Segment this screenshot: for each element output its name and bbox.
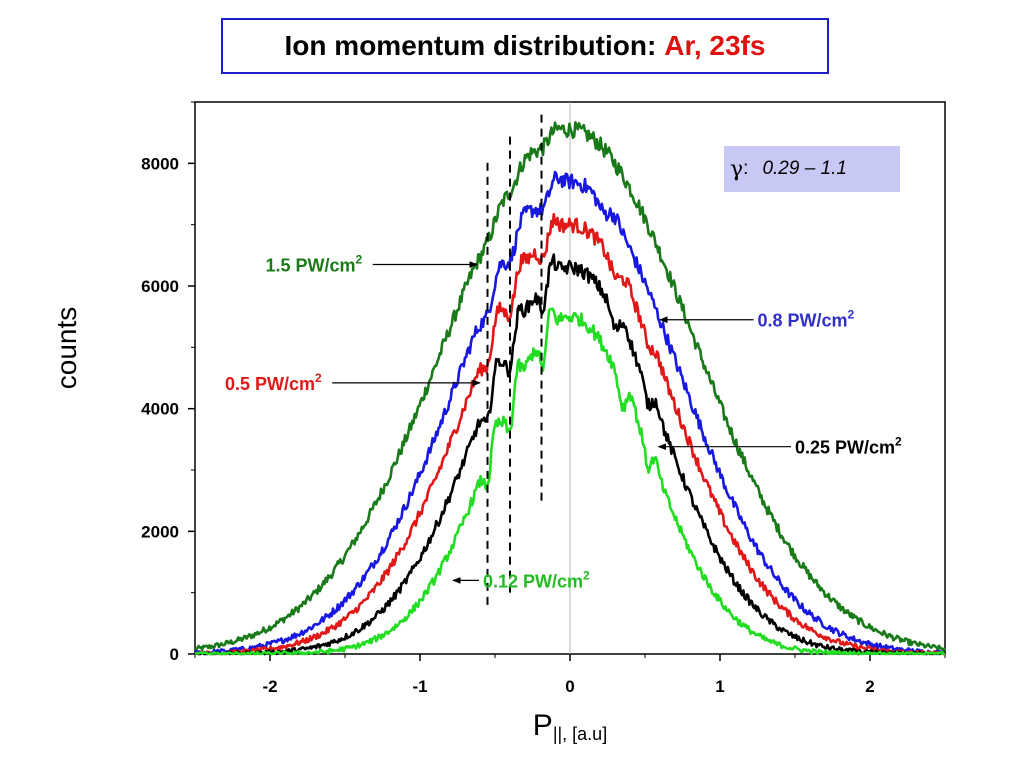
- series-line-3: [194, 253, 947, 656]
- annotation-label: 0.25 PW/cm2: [795, 435, 902, 458]
- annotation-superscript: 2: [895, 435, 902, 449]
- series-line-1: [194, 170, 946, 656]
- plot-area: -2 -1 0 1 2 0 2000 4000 6000 8000 P||, [a.u] counts…: [51, 101, 947, 744]
- y-tick-label: 8000: [141, 154, 179, 173]
- x-axis-title-sub: ||, [a.u]: [553, 724, 607, 744]
- annotation-text: 0.12 PW/cm: [483, 571, 583, 591]
- series-line-0: [193, 121, 947, 652]
- annotation-superscript: 2: [315, 371, 322, 385]
- annotation-label: 1.5 PW/cm2: [266, 253, 363, 276]
- x-axis-title-main: P: [533, 709, 553, 742]
- x-tick-label: 2: [865, 677, 874, 696]
- annotation-text: 0.25 PW/cm: [795, 438, 895, 458]
- gamma-symbol: γ: [730, 156, 744, 182]
- y-tick-label: 6000: [141, 277, 179, 296]
- series-line-2: [194, 212, 946, 656]
- y-tick-label: 4000: [141, 400, 179, 419]
- annotation-text: 0.5 PW/cm: [225, 374, 315, 394]
- annotation-label: 0.12 PW/cm2: [483, 568, 590, 591]
- x-tick-label: 1: [715, 677, 724, 696]
- chart-title-box: Ion momentum distribution: Ar, 23fs: [221, 18, 829, 74]
- series-line-4: [194, 307, 946, 656]
- x-tick-label: -1: [412, 677, 427, 696]
- annotation-superscript: 2: [356, 253, 363, 267]
- x-axis-title: P||, [a.u]: [533, 709, 607, 744]
- annotation-label: 0.5 PW/cm2: [225, 371, 322, 394]
- x-tick-label: -2: [262, 677, 277, 696]
- chart-title-highlight: Ar, 23fs: [664, 30, 766, 61]
- annotation-text: 0.8 PW/cm: [758, 311, 848, 331]
- annotation-label: 0.8 PW/cm2: [758, 308, 855, 331]
- gamma-separator: :: [743, 158, 749, 179]
- annotation-superscript: 2: [848, 308, 855, 322]
- chart-title-main: Ion momentum distribution:: [284, 30, 657, 61]
- y-axis-title: counts: [51, 307, 82, 390]
- gamma-range: 0.29 – 1.1: [762, 158, 847, 179]
- annotation-superscript: 2: [583, 568, 590, 582]
- gamma-range-box: γ : 0.29 – 1.1: [724, 146, 900, 192]
- y-tick-label: 0: [170, 645, 179, 664]
- y-tick-label: 2000: [141, 522, 179, 541]
- annotation-text: 1.5 PW/cm: [266, 256, 356, 276]
- x-tick-label: 0: [565, 677, 574, 696]
